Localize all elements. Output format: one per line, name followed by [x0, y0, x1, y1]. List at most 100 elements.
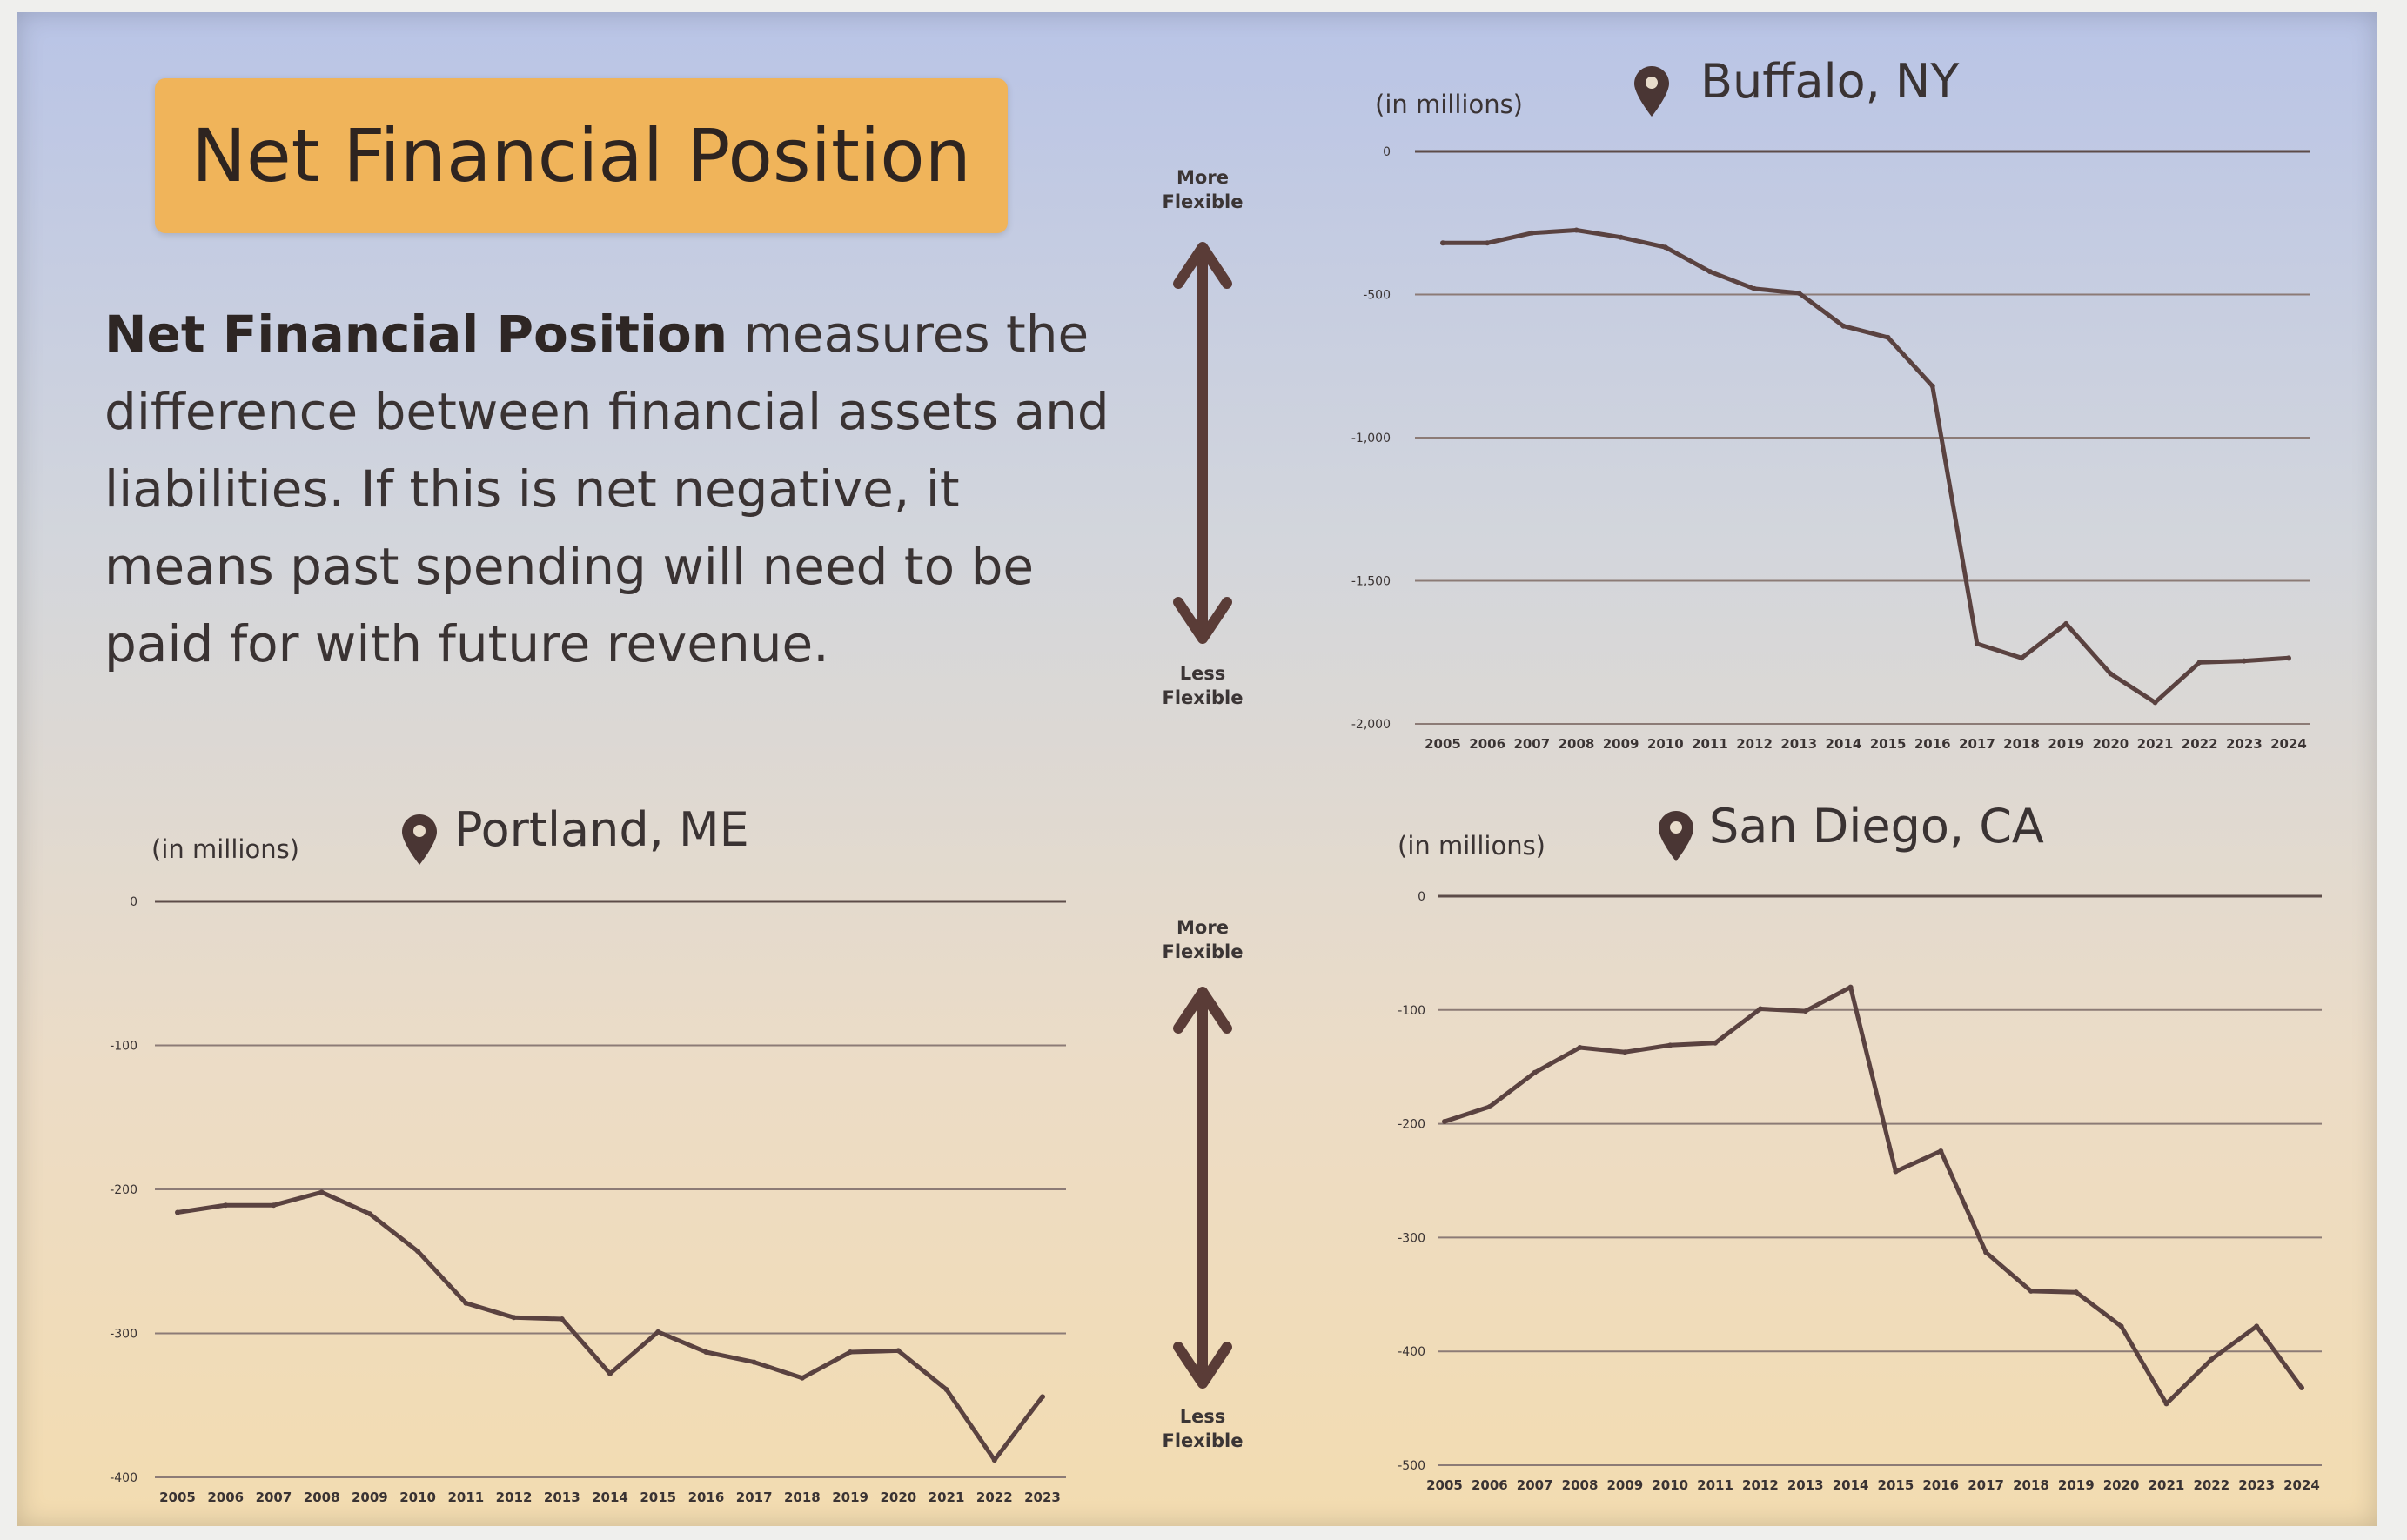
- x-tick-label: 2007: [256, 1490, 292, 1505]
- x-tick-label: 2020: [2092, 736, 2129, 752]
- x-tick-label: 2017: [1968, 1477, 2004, 1493]
- x-tick-label: 2006: [1469, 736, 1505, 752]
- location-pin-icon: [1634, 66, 1669, 117]
- x-tick-label: 2021: [2137, 736, 2174, 752]
- data-point: [1622, 1049, 1628, 1055]
- data-point: [2299, 1385, 2304, 1391]
- y-tick-label: -400: [1398, 1345, 1425, 1359]
- data-point: [1532, 1069, 1538, 1075]
- x-tick-label: 2018: [2003, 736, 2040, 752]
- y-tick-label: -500: [1398, 1459, 1425, 1473]
- less-flexible-label-bottom: Less Flexible: [1142, 1404, 1264, 1453]
- chart-title: Buffalo, NY: [1700, 54, 1960, 109]
- data-point: [2286, 655, 2291, 661]
- pin-hole: [1646, 77, 1658, 89]
- x-tick-label: 2022: [2193, 1477, 2229, 1493]
- data-point: [1938, 1148, 1944, 1154]
- portland-chart: (in millions) Portland, ME 0 -100 -200 -300 -4…: [110, 802, 1066, 1505]
- data-point: [1706, 269, 1713, 275]
- x-tick-label: 2012: [1736, 736, 1773, 752]
- data-point: [655, 1329, 661, 1335]
- data-point: [2254, 1323, 2260, 1329]
- x-tick-label: 2005: [1426, 1477, 1463, 1493]
- x-tick-label: 2009: [1603, 736, 1639, 752]
- pin-body: [402, 814, 437, 865]
- data-point: [1486, 1103, 1492, 1109]
- data-point: [463, 1300, 469, 1306]
- x-tick-label: 2006: [207, 1490, 244, 1505]
- data-point: [1757, 1006, 1763, 1012]
- y-tick-label: -300: [110, 1328, 137, 1342]
- x-tick-label: 2016: [688, 1490, 725, 1505]
- double-headed-arrow-icon: [1173, 987, 1232, 1389]
- data-point: [2152, 700, 2158, 706]
- data-point: [1796, 290, 1802, 296]
- x-tick-label: 2013: [544, 1490, 580, 1505]
- x-tick-label: 2005: [1425, 736, 1461, 752]
- x-tick-label: 2009: [352, 1490, 388, 1505]
- data-point: [1713, 1040, 1719, 1046]
- flexible-word: Flexible: [1162, 1430, 1244, 1451]
- x-tick-label: 2015: [1870, 736, 1907, 752]
- x-tick-label: 2014: [1826, 736, 1862, 752]
- data-point: [1618, 234, 1624, 240]
- data-point: [2118, 1323, 2124, 1329]
- x-tick-label: 2020: [880, 1490, 916, 1505]
- x-tick-label: 2018: [2013, 1477, 2049, 1493]
- x-tick-label: 2023: [2226, 736, 2263, 752]
- y-tick-label: -100: [110, 1040, 137, 1054]
- data-point: [2063, 620, 2069, 626]
- x-tick-label: 2011: [1692, 736, 1728, 752]
- data-point: [318, 1189, 325, 1195]
- y-tick-label: -300: [1398, 1231, 1425, 1245]
- x-tick-label: 2024: [2270, 736, 2307, 752]
- x-tick-label: 2021: [929, 1490, 965, 1505]
- y-tick-label: -1,500: [1351, 575, 1391, 589]
- x-tick-label: 2023: [1024, 1490, 1061, 1505]
- chart-title: Portland, ME: [454, 802, 749, 857]
- less-word: Less: [1179, 1406, 1226, 1427]
- more-flexible-label-top: More Flexible: [1142, 165, 1264, 214]
- more-flexible-label-bottom: More Flexible: [1142, 915, 1264, 964]
- sandiego-chart: (in millions) San Diego, CA 0 -100 -200 -300 -…: [1398, 799, 2322, 1493]
- data-point: [2241, 658, 2247, 664]
- data-point: [1662, 244, 1668, 251]
- x-tick-label: 2008: [1559, 736, 1595, 752]
- location-pin-icon: [402, 814, 437, 865]
- data-point: [2028, 1288, 2034, 1294]
- y-tick-label: -200: [1398, 1118, 1425, 1132]
- double-headed-arrow-icon: [1173, 242, 1232, 644]
- data-point: [848, 1349, 854, 1356]
- data-point: [2108, 671, 2114, 677]
- data-point: [1802, 1008, 1808, 1014]
- x-tick-label: 2019: [2058, 1477, 2095, 1493]
- x-tick-label: 2006: [1472, 1477, 1508, 1493]
- data-point: [1885, 334, 1891, 340]
- unit-label: (in millions): [151, 834, 299, 864]
- data-point: [1752, 285, 1758, 291]
- x-tick-label: 2023: [2238, 1477, 2275, 1493]
- more-word: More: [1177, 917, 1229, 938]
- data-point: [1573, 227, 1579, 233]
- x-tick-label: 2020: [2103, 1477, 2140, 1493]
- data-point: [607, 1370, 613, 1376]
- x-tick-label: 2022: [976, 1490, 1013, 1505]
- y-tick-label: -500: [1363, 289, 1391, 303]
- flexible-word: Flexible: [1162, 687, 1244, 708]
- y-tick-label: -400: [110, 1471, 137, 1485]
- data-point: [1577, 1044, 1583, 1050]
- pin-body: [1634, 66, 1669, 117]
- slide-title: Net Financial Position: [191, 113, 971, 198]
- data-point: [559, 1316, 565, 1322]
- location-pin-icon: [1659, 811, 1693, 861]
- data-point: [703, 1349, 709, 1356]
- data-point: [271, 1202, 277, 1209]
- x-tick-label: 2009: [1606, 1477, 1643, 1493]
- data-point: [1840, 323, 1847, 329]
- slide: Net Financial Position Net Financial Pos…: [17, 12, 2377, 1526]
- data-point: [1974, 640, 1980, 646]
- description-bold-term: Net Financial Position: [104, 305, 727, 364]
- description-paragraph: Net Financial Position measures the diff…: [104, 296, 1114, 683]
- data-point: [1847, 984, 1854, 990]
- data-point: [1893, 1168, 1899, 1175]
